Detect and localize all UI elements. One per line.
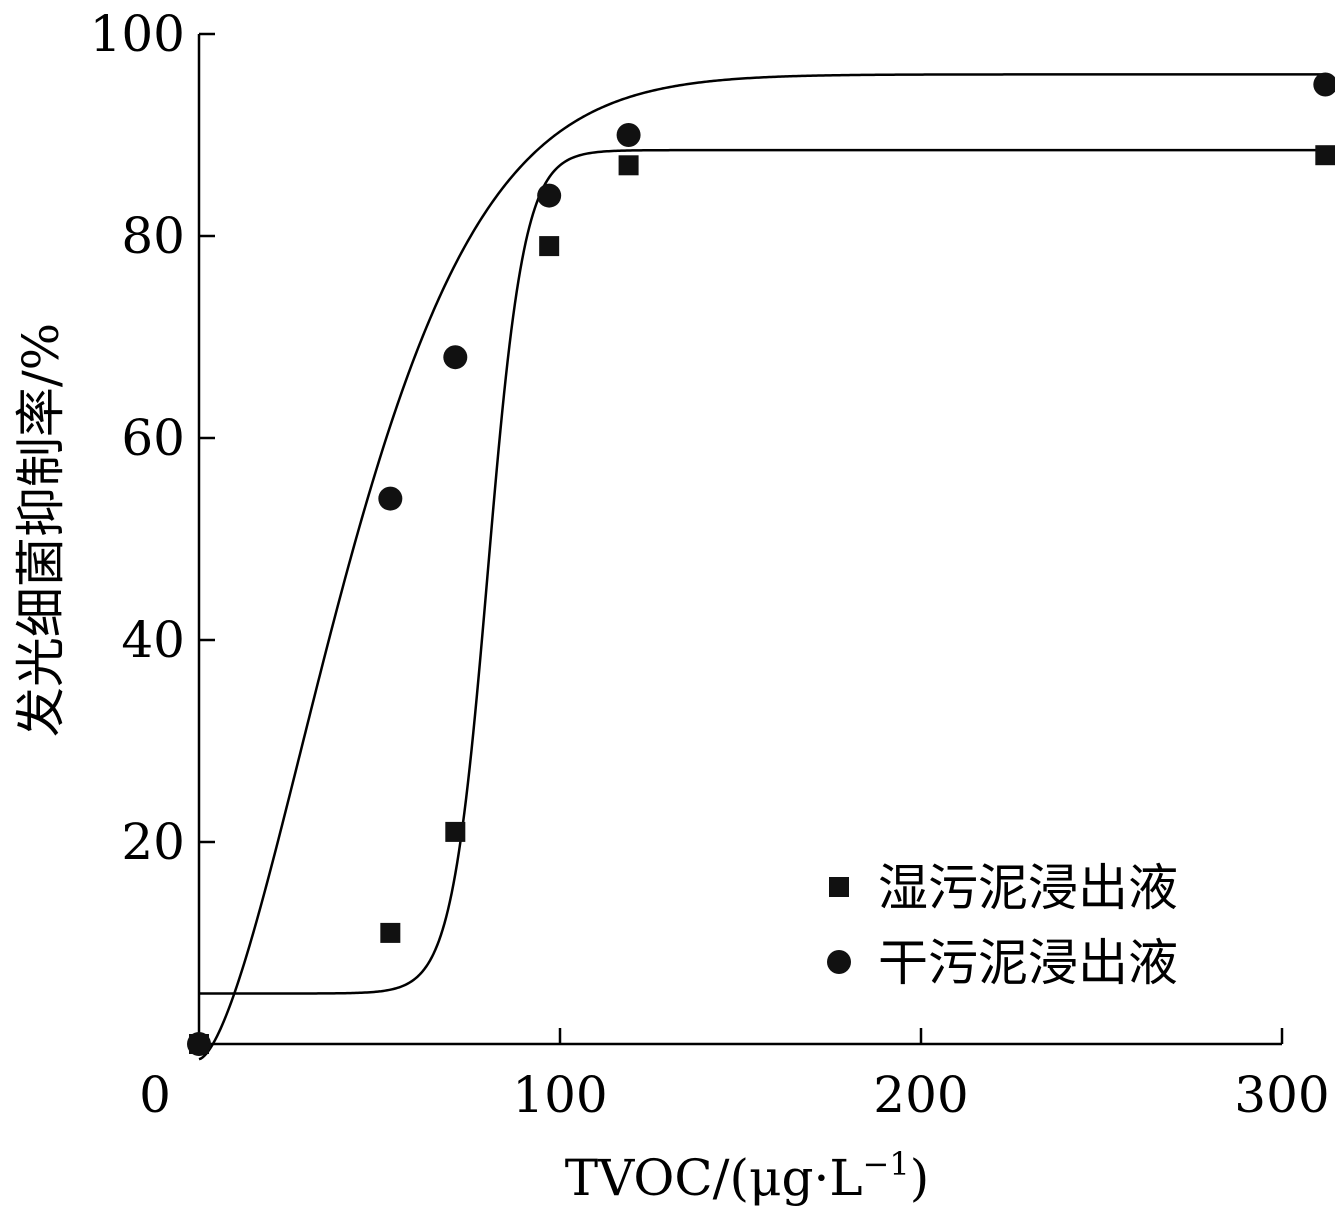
fitted-curves [198,73,1326,1061]
wet-sludge-point-4 [618,155,639,176]
legend-marker-square [829,877,849,897]
x-axis-title-superscript: −1 [863,1145,910,1183]
legend-label-dry-sludge: 干污泥浸出液 [878,934,1178,992]
data-points [187,72,1335,1056]
dry-sludge-point-3 [537,183,562,208]
x-tick-label: 200 [873,1066,968,1124]
y-tick-label: 40 [121,611,185,669]
axes [197,34,1282,1046]
dry-sludge-point-1 [378,486,403,511]
y-tick-label: 20 [121,813,185,871]
wet-sludge-point-5 [1315,145,1335,166]
dry-sludge-point-2 [443,345,468,370]
dry-sludge-point-0 [187,1032,211,1056]
dry-sludge-point-4 [616,123,641,147]
x-tick-label: 0 [139,1066,171,1124]
legend-marker-circle [827,950,851,974]
y-tick-label: 80 [121,207,185,265]
y-tick-label: 100 [90,5,185,63]
x-axis-title: TVOC/(μg·L−1) [565,1145,929,1207]
fit-curve-dry-sludge [198,73,1326,1061]
y-tick-label: 60 [121,409,185,467]
wet-sludge-point-1 [380,922,401,943]
x-axis-title-close: ) [910,1149,930,1207]
x-tick-label: 100 [512,1066,607,1124]
legend: 湿污泥浸出液 干污泥浸出液 [827,859,1178,992]
dry-sludge-point-5 [1313,72,1335,97]
fit-curve-wet-sludge [199,148,1326,995]
wet-sludge-point-2 [445,821,466,842]
x-tick-label: 300 [1234,1066,1329,1124]
ticks: 20 40 60 80 100 0 100 200 300 [90,5,1330,1124]
legend-label-wet-sludge: 湿污泥浸出液 [878,859,1178,917]
wet-sludge-point-3 [539,236,560,257]
y-axis-title: 发光细菌抑制率/% [12,323,70,737]
